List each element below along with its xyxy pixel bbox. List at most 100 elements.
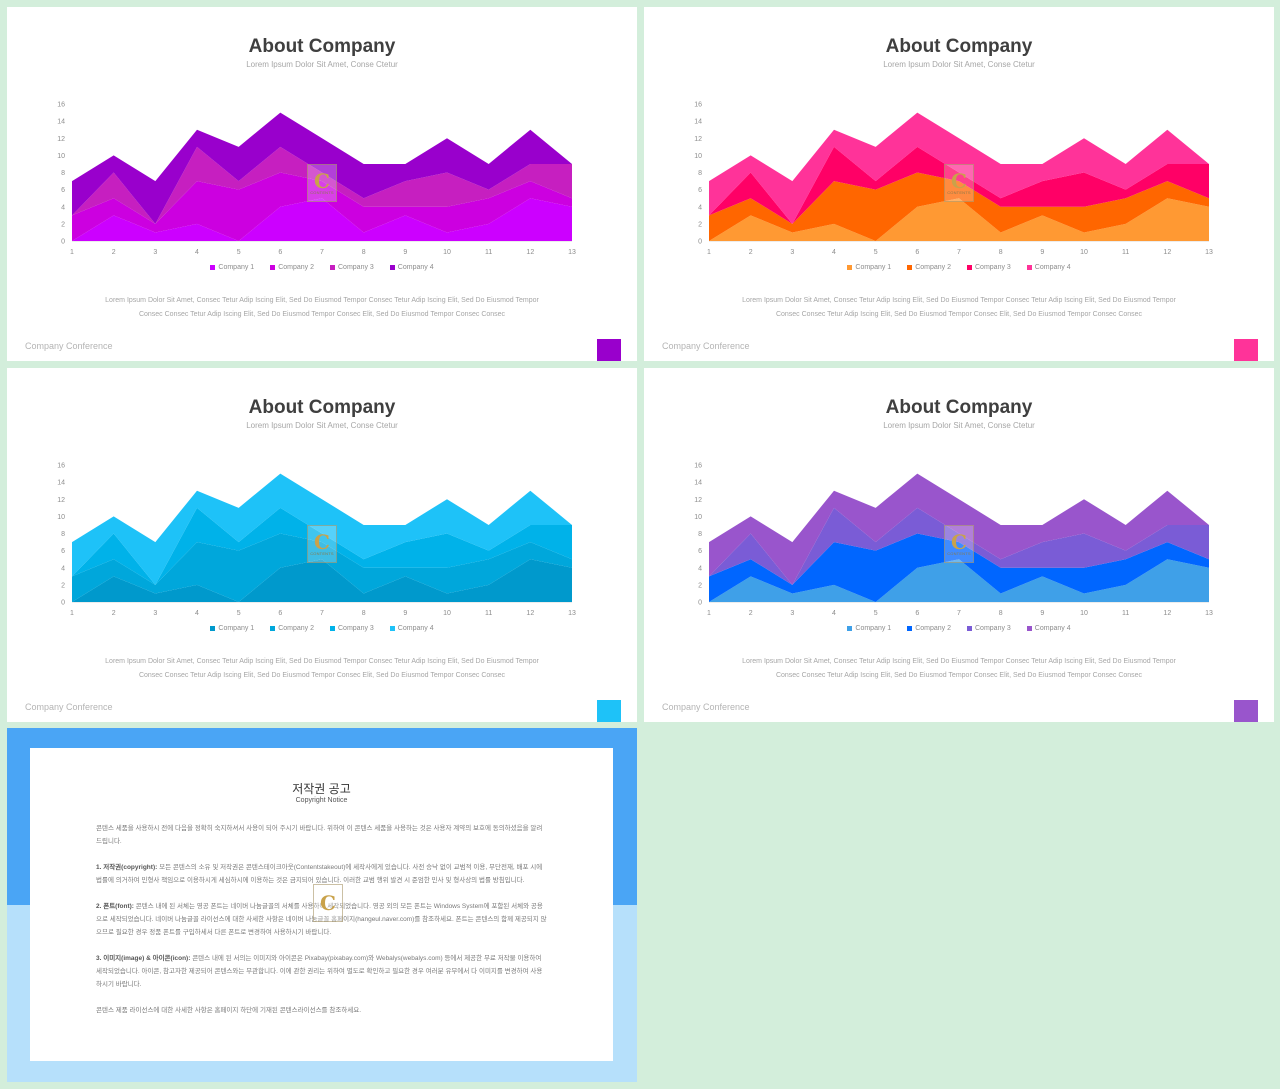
- x-tick-label: 3: [153, 610, 157, 617]
- legend-item: Company 3: [967, 625, 1011, 632]
- y-tick-label: 8: [61, 170, 65, 177]
- x-tick-label: 12: [526, 610, 534, 617]
- area-series-4: [72, 112, 572, 224]
- legend-item: Company 3: [967, 264, 1011, 271]
- x-tick-label: 1: [707, 249, 711, 256]
- x-tick-label: 11: [1122, 610, 1129, 617]
- x-tick-label: 13: [568, 610, 576, 617]
- legend-swatch: [1026, 265, 1032, 270]
- y-tick-label: 16: [694, 102, 702, 109]
- body-line: Consec Consec Tetur Adip Iscing Elit, Se…: [775, 311, 1143, 318]
- notice-paragraph: 콘텐스 세품을 사용하시 전에 다음을 정확히 숙지하셔서 사용이 되어 주시기…: [96, 825, 543, 845]
- notice-paragraph: 2. 폰트(font): 콘텐스 내에 된 서체는 영공 폰트는 네이버 나눔글…: [96, 900, 547, 939]
- legend-item: Company 3: [330, 625, 374, 632]
- notice-body: 콘텐스 세품을 사용하시 전에 다음을 정확히 숙지하셔서 사용이 되어 주시기…: [96, 822, 547, 1030]
- notice-paragraph: 3. 이미지(image) & 아이콘(icon): 콘텐스 내에 된 서의는 …: [96, 952, 547, 991]
- slide-footer: Company Conference: [662, 702, 750, 712]
- area-series-4: [72, 473, 572, 585]
- y-tick-label: 2: [61, 582, 65, 589]
- x-tick-label: 7: [320, 610, 324, 617]
- y-tick-label: 0: [698, 600, 702, 607]
- x-tick-label: 1: [70, 610, 74, 617]
- legend-swatch: [330, 626, 335, 631]
- slide-subtitle: Lorem Ipsum Dolor Sit Amet, Conse Ctetur: [883, 421, 1035, 430]
- y-tick-label: 4: [698, 565, 702, 572]
- y-tick-label: 4: [61, 565, 65, 572]
- legend-swatch: [967, 265, 972, 270]
- body-line: Consec Consec Tetur Adip Iscing Elit, Se…: [775, 672, 1143, 679]
- copyright-notice-card: 저작권 공고 Copyright Notice 콘텐스 세품을 사용하시 전에 …: [30, 748, 613, 1061]
- body-line: Lorem Ipsum Dolor Sit Amet, Consec Tetur…: [105, 297, 539, 304]
- x-tick-label: 9: [403, 249, 407, 256]
- legend-item: Company 4: [389, 264, 434, 271]
- legend-item: Company 4: [1026, 625, 1071, 632]
- x-tick-label: 2: [112, 610, 116, 617]
- x-tick-label: 7: [320, 249, 324, 256]
- chart-legend: Company 1 Company 2 Company 3 Company 4: [644, 264, 1274, 271]
- y-tick-label: 4: [61, 204, 65, 211]
- area-series-3: [709, 507, 1209, 585]
- y-tick-label: 12: [57, 497, 65, 504]
- x-tick-label: 4: [195, 249, 199, 256]
- slide-subtitle: Lorem Ipsum Dolor Sit Amet, Conse Ctetur: [246, 60, 398, 69]
- notice-paragraph: 콘텐스 제품 라이선스에 대한 사세한 사항은 홈페이지 하단에 기재된 콘텐스…: [96, 1007, 362, 1014]
- x-tick-label: 3: [790, 249, 794, 256]
- area-series-1: [709, 198, 1209, 241]
- legend-label: Company 2: [915, 264, 951, 271]
- area-series-3: [709, 146, 1209, 224]
- x-tick-label: 6: [915, 610, 919, 617]
- x-tick-label: 9: [403, 610, 407, 617]
- notice-text: 콘텐스 내에 된 서의는 이미지와 아이콘은 Pixabay(pixabay.c…: [96, 955, 543, 988]
- slide-title: About Company: [885, 397, 1033, 418]
- y-tick-label: 12: [694, 136, 702, 143]
- y-tick-label: 10: [57, 153, 65, 160]
- legend-item: Company 4: [1026, 264, 1071, 271]
- x-tick-label: 8: [999, 249, 1003, 256]
- y-tick-label: 2: [698, 221, 702, 228]
- x-tick-label: 12: [1163, 249, 1171, 256]
- x-tick-label: 3: [790, 610, 794, 617]
- x-tick-label: 9: [1040, 610, 1044, 617]
- notice-title: 저작권 공고: [292, 782, 351, 796]
- slide-subtitle: Lorem Ipsum Dolor Sit Amet, Conse Ctetur: [883, 60, 1035, 69]
- area-series-1: [72, 198, 572, 241]
- legend-swatch: [847, 626, 853, 631]
- legend-item: Company 1: [210, 264, 254, 271]
- slide-pink: About Company Lorem Ipsum Dolor Sit Amet,…: [644, 7, 1274, 361]
- legend-label: Company 1: [218, 625, 255, 632]
- watermark-text: CONTENTS: [947, 550, 971, 556]
- x-tick-label: 13: [568, 249, 576, 256]
- y-tick-label: 2: [61, 221, 65, 228]
- x-tick-label: 3: [153, 249, 157, 256]
- x-tick-label: 11: [485, 249, 492, 256]
- y-tick-label: 10: [694, 514, 702, 521]
- x-tick-label: 11: [1122, 249, 1129, 256]
- legend-swatch: [210, 626, 216, 631]
- legend-swatch: [389, 626, 395, 631]
- area-series-2: [72, 172, 572, 241]
- x-tick-label: 5: [874, 249, 878, 256]
- slide-footer: Company Conference: [662, 341, 750, 351]
- copyright-notice-slide: 저작권 공고 Copyright Notice 콘텐스 세품을 사용하시 전에 …: [7, 728, 637, 1082]
- y-tick-label: 6: [698, 548, 702, 555]
- legend-item: Company 1: [847, 625, 891, 632]
- notice-label: 2. 폰트(font):: [96, 903, 134, 910]
- notice-paragraph: 1. 저작권(copyright): 모든 콘텐스의 소유 및 저작권은 콘텐스…: [96, 861, 547, 887]
- x-tick-label: 2: [749, 610, 753, 617]
- slide-subtitle: Lorem Ipsum Dolor Sit Amet, Conse Ctetur: [246, 421, 398, 430]
- area-series-1: [709, 559, 1209, 602]
- y-tick-label: 16: [694, 463, 702, 470]
- y-tick-label: 16: [57, 463, 65, 470]
- y-tick-label: 0: [61, 239, 65, 246]
- y-tick-label: 16: [57, 102, 65, 109]
- slide-body-text: Lorem Ipsum Dolor Sit Amet, Consec Tetur…: [704, 655, 1214, 683]
- slide-title: About Company: [248, 397, 396, 418]
- slide-footer: Company Conference: [25, 341, 113, 351]
- notice-text: 콘텐스 내에 된 서체는 영공 폰트는 네이버 나눔글꼴의 서체를 사용하여 세…: [96, 903, 547, 936]
- legend-swatch: [1026, 626, 1032, 631]
- watermark-text: CONTENTS: [310, 550, 334, 556]
- notice-label: 3. 이미지(image) & 아이콘(icon):: [96, 955, 191, 962]
- x-tick-label: 1: [707, 610, 711, 617]
- legend-swatch: [210, 265, 216, 270]
- legend-label: Company 2: [278, 264, 314, 271]
